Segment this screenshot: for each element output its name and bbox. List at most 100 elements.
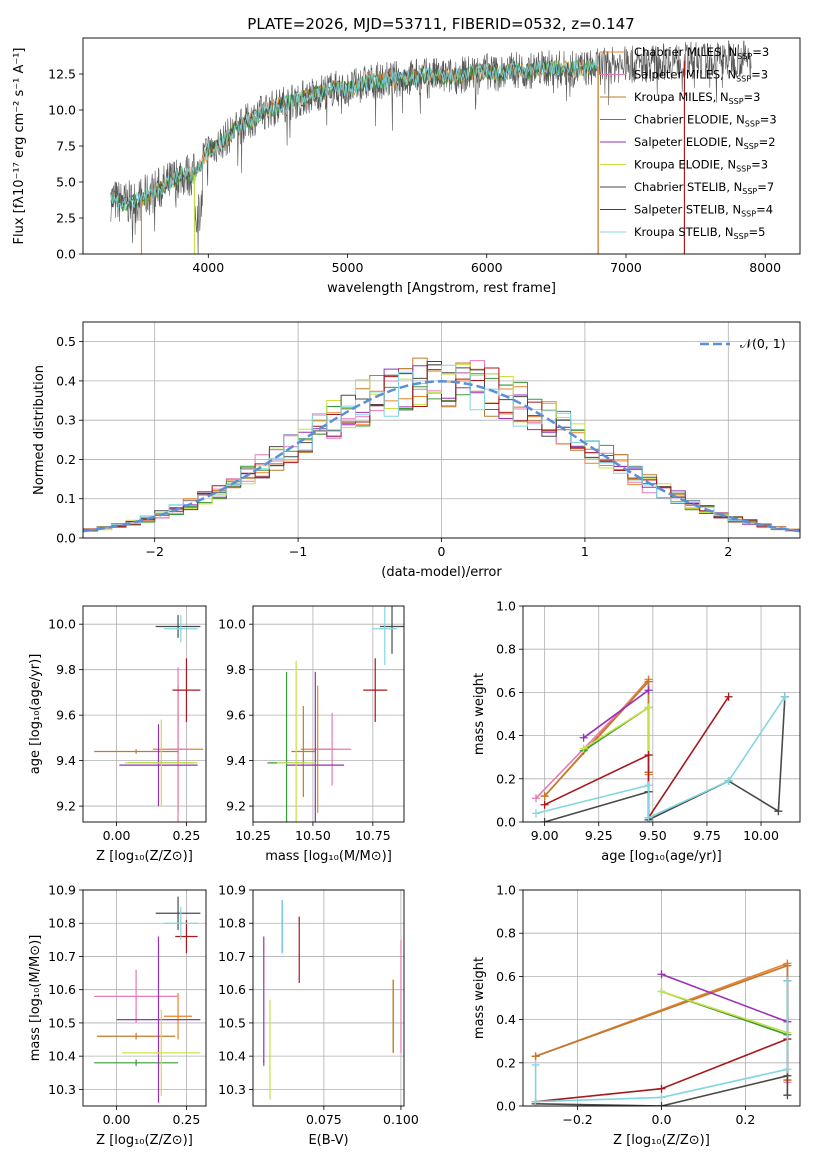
legend-label: Kroupa STELIB, NSSP=5 [634, 225, 765, 241]
x-axis-label: mass [log₁₀(M/M⊙)] [265, 849, 392, 864]
x-tick-label: 0.25 [173, 1112, 201, 1127]
series-line [583, 689, 649, 739]
axes-frame [82, 37, 801, 255]
x-tick-label: 5000 [332, 260, 364, 275]
y-tick-label: 12.5 [48, 67, 76, 82]
series-marker [780, 692, 789, 701]
series-line [661, 973, 788, 1023]
x-tick-label: 0.00 [103, 1112, 131, 1127]
x-tick-label: 0.2 [735, 1112, 755, 1127]
y-tick-label: 9.6 [226, 708, 246, 723]
normal-curve [83, 380, 800, 533]
y-tick-label: 10.4 [218, 1049, 246, 1064]
x-tick-label: 0.100 [383, 1112, 419, 1127]
y-tick-label: 0.8 [496, 642, 516, 657]
x-tick-label: 9.50 [639, 828, 667, 843]
y-tick-label: 0.6 [496, 685, 516, 700]
plot-area [267, 606, 404, 822]
y-tick-label: 0.0 [496, 815, 516, 830]
x-tick-label: 4000 [192, 260, 224, 275]
legend-label: Salpeter MILES, NSSP=3 [634, 68, 768, 84]
y-tick-label: 10.7 [48, 949, 76, 964]
series-marker [724, 776, 733, 785]
axes-frame [82, 321, 801, 539]
y-tick-label: 0.5 [56, 334, 76, 349]
x-axis-label: Z [log₁₀(Z/Z⊙)] [96, 849, 193, 864]
x-tick-label: 1 [581, 544, 589, 559]
x-tick-label: 10.75 [355, 828, 391, 843]
series-marker [783, 1091, 792, 1100]
axes-frame [252, 605, 405, 823]
y-tick-label: 9.8 [226, 662, 246, 677]
y-tick-label: 0.0 [56, 531, 76, 546]
x-tick-label: 9.25 [585, 828, 613, 843]
x-tick-label: −0.2 [562, 1112, 592, 1127]
x-tick-label: 0.25 [173, 828, 201, 843]
y-tick-label: 10.9 [218, 883, 246, 898]
plot-area [83, 357, 800, 533]
legend-label: Chabrier MILES, NSSP=3 [634, 45, 769, 61]
y-tick-label: 10.8 [48, 916, 76, 931]
y-tick-label: 9.2 [56, 799, 76, 814]
x-tick-label: −2 [145, 544, 163, 559]
y-tick-label: 0.2 [496, 771, 516, 786]
y-tick-label: 9.4 [56, 753, 76, 768]
x-tick-label: 9.00 [531, 828, 559, 843]
y-tick-label: 0.6 [496, 969, 516, 984]
y-tick-label: 0.1 [56, 491, 76, 506]
series-marker [531, 1060, 540, 1069]
series-marker [783, 1065, 792, 1074]
x-tick-label: 0 [438, 544, 446, 559]
x-tick-label: 10.50 [295, 828, 331, 843]
series-marker [657, 1102, 666, 1106]
axes-frame [82, 889, 207, 1107]
y-axis-label: Flux [fλ10⁻¹⁷ erg cm⁻² s⁻¹ A⁻¹] [12, 48, 27, 245]
series-marker [644, 781, 653, 790]
x-axis-label: E(B-V) [308, 1133, 348, 1148]
y-tick-label: 10.8 [218, 916, 246, 931]
x-tick-label: 0.075 [306, 1112, 342, 1127]
legend: Chabrier MILES, NSSP=3 Salpeter MILES, NS… [600, 45, 777, 241]
y-tick-label: 10.0 [48, 617, 76, 632]
series-marker [657, 987, 666, 996]
series-marker [657, 1093, 666, 1102]
x-tick-label: 0.00 [103, 828, 131, 843]
x-tick-label: 2 [724, 544, 732, 559]
x-tick-label: 9.75 [693, 828, 721, 843]
series-marker [531, 809, 540, 818]
y-tick-label: 7.5 [56, 139, 76, 154]
series-marker [644, 686, 653, 695]
y-tick-label: 1.0 [496, 883, 516, 898]
x-tick-label: 10.25 [235, 828, 271, 843]
series-line [544, 696, 786, 822]
histogram-step [83, 364, 800, 532]
y-tick-label: 0.4 [496, 1012, 516, 1027]
x-axis-label: Z [log₁₀(Z/Z⊙)] [96, 1133, 193, 1148]
series-line [661, 990, 788, 1034]
x-tick-label: −1 [289, 544, 307, 559]
y-tick-label: 10.3 [218, 1082, 246, 1097]
x-axis-label: age [log₁₀(age/yr)] [601, 849, 722, 864]
y-tick-label: 0.4 [56, 373, 76, 388]
plot-area [263, 899, 402, 1100]
y-axis-label: mass weight [472, 673, 487, 755]
series-marker [774, 807, 783, 816]
y-tick-label: 0.0 [496, 1099, 516, 1114]
x-axis-label: wavelength [Angstrom, rest frame] [327, 281, 556, 296]
legend-label: Salpeter ELODIE, NSSP=2 [634, 135, 776, 151]
y-tick-label: 10.9 [48, 883, 76, 898]
panel-residuals: −2 −1 0 1 2 0.0 0.1 0.2 0.3 0.4 0.5 (data-model)/er… [32, 321, 801, 580]
panel-spectrum: 4000 5000 6000 7000 8000 0.0 2.5 5.0 7.5 10.0 12.5… [12, 37, 801, 296]
plot-area [94, 615, 204, 822]
series-marker [644, 677, 653, 686]
y-tick-label: 10.6 [218, 982, 246, 997]
y-tick-label: 9.2 [226, 799, 246, 814]
y-tick-label: 9.4 [226, 753, 246, 768]
series-marker [540, 792, 549, 801]
y-axis-label: age [log₁₀(age/yr)] [28, 654, 43, 775]
panel-mass-weight-vs-Z: −0.2 0.0 0.2 0.0 0.2 0.4 0.6 0.8 1.0 Z [log₁₀(Z/Z… [472, 883, 801, 1148]
plot-area [110, 40, 752, 254]
x-axis-label: Z [log₁₀(Z/Z⊙)] [613, 1133, 710, 1148]
y-tick-label: 5.0 [56, 175, 76, 190]
